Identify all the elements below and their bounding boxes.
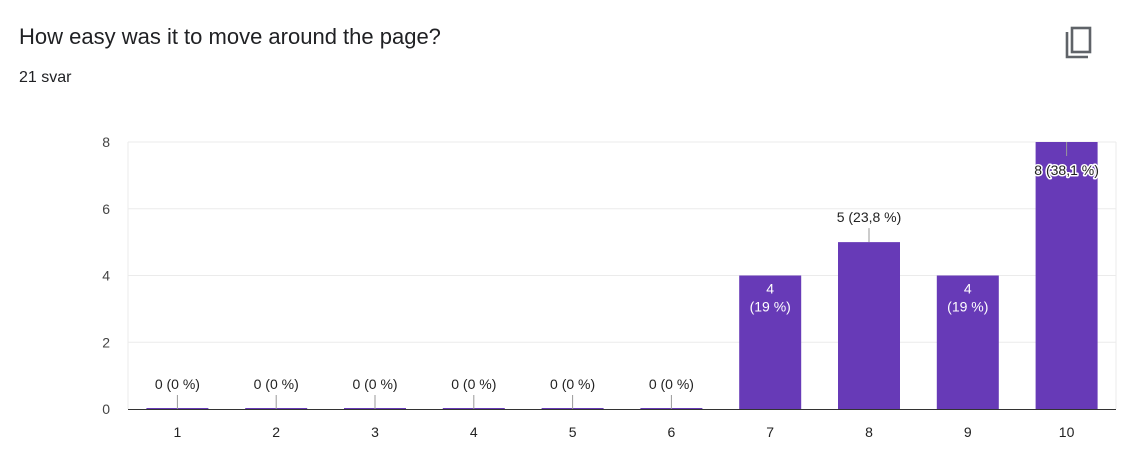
data-label: 0 (0 %) xyxy=(649,376,694,392)
data-label: 0 (0 %) xyxy=(254,376,299,392)
data-label: 0 (0 %) xyxy=(155,376,200,392)
data-label: 0 (0 %) xyxy=(352,376,397,392)
copy-chart-button[interactable] xyxy=(1052,18,1104,70)
x-tick-label: 1 xyxy=(174,424,182,440)
copy-icon xyxy=(1065,26,1092,59)
data-label: 4 (19 %) xyxy=(947,281,988,315)
y-tick-label: 6 xyxy=(102,201,110,217)
x-tick-label: 7 xyxy=(766,424,774,440)
y-tick-label: 4 xyxy=(102,268,110,284)
y-tick-label: 0 xyxy=(102,401,110,417)
bar-7[interactable] xyxy=(739,275,802,410)
chart-data-labels: 0 (0 %) 0 (0 %) 0 (0 %) 0 (0 %) 0 (0 %) 0 (0 … xyxy=(155,142,1100,409)
chart-bars xyxy=(146,142,1098,410)
x-tick-label: 4 xyxy=(470,424,478,440)
x-tick-label: 3 xyxy=(371,424,379,440)
data-label: 4 (19 %) xyxy=(750,281,791,315)
x-tick-label: 10 xyxy=(1059,424,1075,440)
bar-10[interactable] xyxy=(1035,142,1098,409)
data-label: 8 (38,1 %) xyxy=(1034,162,1099,178)
data-label: 5 (23,8 %) xyxy=(837,209,902,225)
x-tick-label: 8 xyxy=(865,424,873,440)
x-tick-label: 2 xyxy=(272,424,280,440)
question-title: How easy was it to move around the page? xyxy=(19,24,441,49)
x-tick-label: 6 xyxy=(668,424,676,440)
bar-9[interactable] xyxy=(936,275,999,410)
x-tick-label: 5 xyxy=(569,424,577,440)
y-axis-tick-labels: 0 2 4 6 8 xyxy=(102,134,110,417)
data-label: 0 (0 %) xyxy=(451,376,496,392)
x-axis-tick-labels: 1 2 3 4 5 6 7 8 9 10 xyxy=(174,424,1075,440)
data-label: 0 (0 %) xyxy=(550,376,595,392)
x-tick-label: 9 xyxy=(964,424,972,440)
y-tick-label: 8 xyxy=(102,134,110,150)
y-tick-label: 2 xyxy=(102,334,110,350)
bar-8[interactable] xyxy=(838,242,900,409)
response-count: 21 svar xyxy=(19,69,72,86)
